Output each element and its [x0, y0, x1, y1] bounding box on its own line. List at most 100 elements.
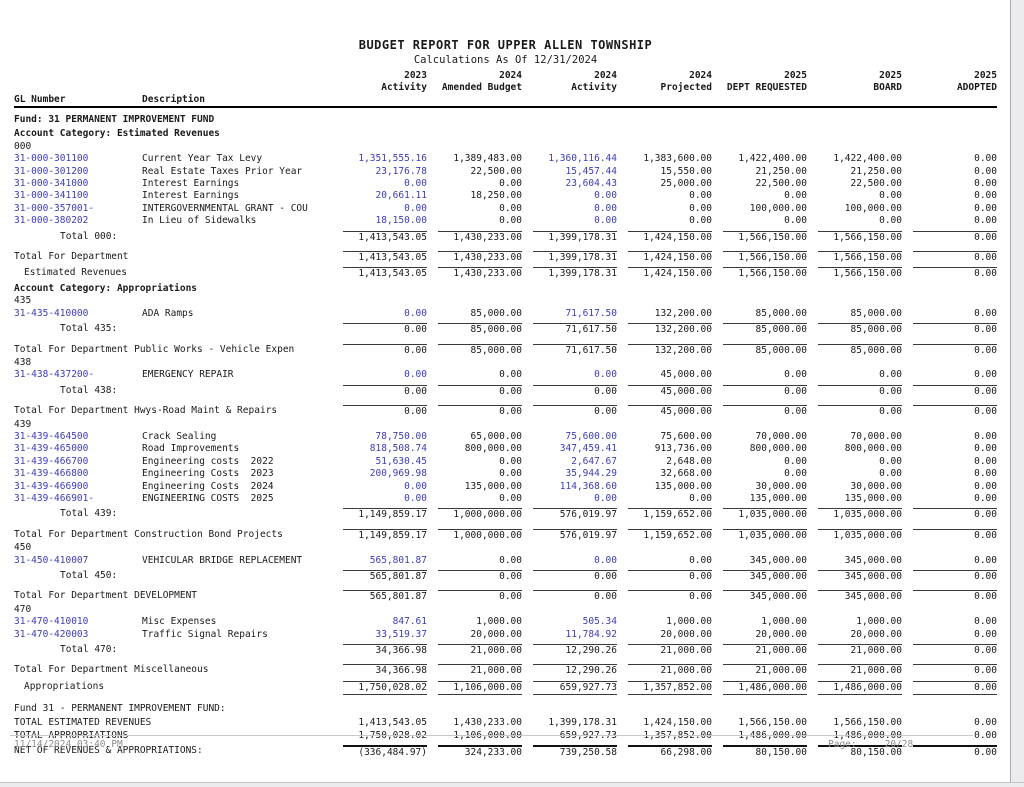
amount-cell: 1,383,600.00	[617, 153, 712, 165]
amount-cell: 71,617.50	[522, 308, 617, 320]
net-label: NET OF REVENUES & APPROPRIATIONS:	[14, 745, 203, 757]
amount-cell: 800,000.00	[712, 443, 807, 455]
table-row-code: 450	[14, 542, 997, 554]
amount-value: 0.00	[499, 455, 522, 467]
amount-cell: 20,000.00	[617, 629, 712, 641]
amount-value: 1,566,150.00	[818, 251, 902, 264]
amount-value: 85,000.00	[755, 307, 807, 319]
amount-cell: 0.00	[427, 456, 522, 468]
amount-cell: 21,250.00	[712, 166, 807, 178]
amount-cell: 347,459.41	[522, 443, 617, 455]
column-year: 2025	[784, 70, 807, 81]
amount-value: 0.00	[404, 480, 427, 492]
amount-value: 30,000.00	[755, 480, 807, 492]
amount-value: 0.00	[974, 616, 997, 628]
amount-cell: 1,422,400.00	[807, 153, 902, 165]
amount-value: 2,648.00	[666, 455, 712, 467]
amount-cell: 22,500.00	[427, 166, 522, 178]
amount-value: 70,000.00	[850, 430, 902, 442]
amount-value: 135,000.00	[654, 480, 712, 492]
amount-cell: 15,550.00	[617, 166, 712, 178]
amount-cell: 0.00	[902, 443, 997, 455]
table-row-dept_total: Total For Department DEVELOPMENT 565,801.…	[14, 583, 997, 603]
amount-value: 1,422,400.00	[833, 153, 902, 165]
amount-value: 0.00	[594, 369, 617, 381]
amount-cell: 0.00	[902, 680, 997, 696]
column-header-2024-amended-budget: 2024 Amended Budget	[427, 70, 522, 105]
amount-cell: 0.00	[427, 555, 522, 567]
amount-cell: 345,000.00	[712, 590, 807, 603]
amount-value: 800,000.00	[464, 443, 522, 455]
amount-cell: 0.00	[902, 717, 997, 729]
amount-cell: 1,149,859.17	[332, 528, 427, 542]
amount-cell: 1,566,150.00	[712, 251, 807, 264]
amount-cell: 1,000.00	[427, 616, 522, 628]
amount-value: 0.00	[974, 492, 997, 504]
footer-page-value: 20/28	[884, 739, 914, 750]
dept_total-label: Total For Department Construction Bond P…	[14, 528, 283, 540]
amount-cell: 21,000.00	[427, 644, 522, 657]
amount-cell: 0.00	[902, 629, 997, 641]
column-header-2024-projected: 2024 Projected	[617, 70, 712, 105]
amount-cell: 78,750.00	[332, 431, 427, 443]
amount-cell: 1,106,000.00	[427, 730, 522, 742]
amount-cell: 23,176.78	[332, 166, 427, 178]
amount-value: 1,750,028.02	[358, 730, 427, 742]
gl-number: 31-470-420003	[14, 628, 89, 640]
amount-value: 0.00	[879, 468, 902, 480]
amount-value: 20,000.00	[470, 628, 522, 640]
amount-cell: 0.00	[712, 405, 807, 418]
amount-cell: 45,000.00	[617, 369, 712, 381]
amount-cell: 1,430,233.00	[427, 267, 522, 280]
table-row-code: 435	[14, 295, 997, 307]
amount-value: 70,000.00	[755, 430, 807, 442]
amount-cell: 0.00	[902, 493, 997, 505]
cat_total-label: Estimated Revenues	[24, 267, 127, 279]
amount-value: 20,000.00	[850, 628, 902, 640]
amount-cell: 1,566,150.00	[807, 251, 902, 264]
amount-cell: 21,000.00	[712, 664, 807, 677]
amount-cell: 0.00	[332, 369, 427, 381]
amount-cell: 565,801.87	[332, 555, 427, 567]
description: Real Estate Taxes Prior Year	[142, 165, 303, 177]
description: Interest Earnings	[142, 178, 240, 190]
table-row-detail: 31-000-380202 In Lieu of Sidewalks 18,150.…	[14, 215, 997, 227]
amount-cell: 200,969.98	[332, 468, 427, 480]
amount-cell: 659,927.73	[522, 730, 617, 742]
description: In Lieu of Sidewalks	[142, 215, 257, 227]
table-row-dept_total: Total For Department Construction Bond P…	[14, 522, 997, 542]
amount-cell: 0.00	[332, 323, 427, 336]
amount-cell: 32,668.00	[617, 468, 712, 480]
amount-value: 0.00	[689, 492, 712, 504]
amount-cell: 1,424,150.00	[617, 717, 712, 729]
amount-cell: 0.00	[332, 384, 427, 398]
amount-value: 1,351,555.16	[358, 153, 427, 165]
amount-value: 85,000.00	[470, 307, 522, 319]
table-row-dept_total: Total For Department 1,413,543.05 1,430,23…	[14, 244, 997, 264]
amount-value: 1,159,652.00	[628, 508, 712, 521]
amount-cell: 0.00	[617, 493, 712, 505]
amount-value: 1,413,543.05	[343, 230, 427, 244]
amount-cell: 0.00	[332, 493, 427, 505]
column-label: ADOPTED	[956, 81, 997, 93]
amount-value: 135,000.00	[844, 492, 902, 504]
table-row-cat_total: Appropriations 1,750,028.02 1,106,000.00 65…	[14, 678, 997, 696]
amount-cell: 1,566,150.00	[712, 717, 807, 729]
amount-cell: 45,000.00	[617, 405, 712, 418]
table-row-cat_total: Estimated Revenues 1,413,543.05 1,430,233.…	[14, 264, 997, 280]
amount-value: 85,000.00	[818, 323, 902, 336]
amount-cell: 0.00	[807, 384, 902, 398]
column-year: 2025	[974, 70, 997, 81]
amount-value: 12,290.26	[533, 644, 617, 657]
amount-value: 0.00	[913, 570, 997, 583]
amount-value: 1,566,150.00	[723, 267, 807, 280]
amount-cell: 21,000.00	[427, 664, 522, 677]
column-label: Amended Budget	[441, 81, 522, 93]
table-row-detail: 31-000-357001- INTERGOVERNMENTAL GRANT - …	[14, 203, 997, 215]
amount-value: 85,000.00	[438, 323, 522, 336]
amount-cell: 0.00	[332, 481, 427, 493]
amount-value: 21,000.00	[723, 644, 807, 657]
page-edge-right	[1010, 0, 1024, 783]
amount-cell: 0.00	[427, 493, 522, 505]
